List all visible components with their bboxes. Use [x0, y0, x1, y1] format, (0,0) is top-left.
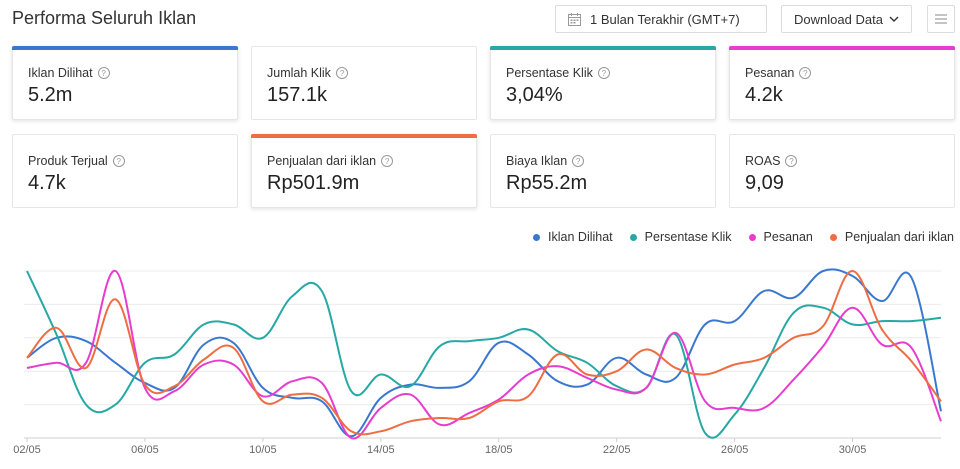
metric-card-biaya-iklan[interactable]: Biaya Iklan? Rp55.2m	[490, 134, 716, 208]
help-icon[interactable]: ?	[572, 155, 585, 167]
x-tick-label: 10/05	[249, 444, 277, 456]
download-data-label: Download Data	[794, 11, 883, 27]
help-icon[interactable]: ?	[97, 67, 110, 79]
performance-line-chart: 02/05 06/05 10/05 14/05 18/05 22/05 26/05 30/05	[13, 268, 942, 456]
x-tick-label: 14/05	[367, 444, 395, 456]
metric-value: 4.7k	[28, 172, 66, 194]
legend-dot	[748, 233, 756, 241]
metric-color-bar	[251, 134, 477, 138]
metric-card-persentase-klik[interactable]: Persentase Klik? 3,04%	[490, 46, 716, 120]
series-line-penjualan-dari-iklan	[26, 269, 942, 436]
metric-card-roas[interactable]: ROAS? 9,09	[729, 134, 955, 208]
metric-value: 9,09	[745, 172, 784, 194]
metric-value: 3,04%	[506, 84, 563, 106]
series-line-pesanan	[26, 269, 942, 440]
x-tick-label: 02/05	[13, 444, 41, 456]
metric-label: Biaya Iklan?	[506, 154, 585, 168]
metric-label: Penjualan dari iklan?	[267, 154, 394, 168]
chart-legend: Iklan Dilihat Persentase Klik Pesanan Pe…	[516, 230, 954, 244]
metric-label: Pesanan?	[745, 66, 812, 80]
metric-card-produk-terjual[interactable]: Produk Terjual? 4.7k	[12, 134, 238, 208]
metric-card-penjualan-dari-iklan[interactable]: Penjualan dari iklan? Rp501.9m	[251, 134, 477, 208]
date-range-picker[interactable]: 1 Bulan Terakhir (GMT+7)	[555, 5, 767, 33]
hamburger-icon	[935, 14, 947, 24]
menu-button[interactable]	[927, 5, 955, 33]
chart-series	[26, 268, 942, 440]
metric-value: 4.2k	[745, 84, 783, 106]
metric-value: Rp501.9m	[267, 172, 360, 194]
series-line-persentase-klik	[26, 270, 942, 439]
metric-card-jumlah-klik[interactable]: Jumlah Klik? 157.1k	[251, 46, 477, 120]
help-icon[interactable]: ?	[112, 155, 125, 167]
help-icon[interactable]: ?	[335, 67, 348, 79]
help-icon[interactable]: ?	[785, 155, 798, 167]
legend-dot	[533, 233, 541, 241]
help-icon[interactable]: ?	[381, 155, 394, 167]
help-icon[interactable]: ?	[799, 67, 812, 79]
legend-dot	[629, 233, 637, 241]
metric-card-iklan-dilihat[interactable]: Iklan Dilihat? 5.2m	[12, 46, 238, 120]
page-title: Performa Seluruh Iklan	[12, 8, 197, 28]
chart-x-axis: 02/05 06/05 10/05 14/05 18/05 22/05 26/05 30/05	[13, 438, 866, 456]
metric-value: 157.1k	[267, 84, 328, 106]
series-line-iklan-dilihat	[26, 268, 942, 438]
page-header: Performa Seluruh Iklan 1 Bulan Terakhir …	[0, 0, 960, 38]
metric-label: Persentase Klik?	[506, 66, 610, 80]
x-tick-label: 06/05	[131, 444, 159, 456]
legend-item-pesanan[interactable]: Pesanan	[748, 230, 813, 244]
metric-label: ROAS?	[745, 154, 798, 168]
x-tick-label: 26/05	[721, 444, 749, 456]
metric-card-pesanan[interactable]: Pesanan? 4.2k	[729, 46, 955, 120]
x-tick-label: 30/05	[839, 444, 867, 456]
metric-color-bar	[12, 46, 238, 50]
chevron-down-icon	[889, 16, 899, 22]
calendar-icon	[568, 12, 581, 26]
date-range-label: 1 Bulan Terakhir (GMT+7)	[590, 11, 740, 27]
metric-value: Rp55.2m	[506, 172, 588, 194]
metric-label: Jumlah Klik?	[267, 66, 348, 80]
x-tick-label: 22/05	[603, 444, 631, 456]
metric-value: 5.2m	[28, 84, 73, 106]
legend-item-iklan-dilihat[interactable]: Iklan Dilihat	[533, 230, 613, 244]
legend-item-penjualan-dari-iklan[interactable]: Penjualan dari iklan	[829, 230, 954, 244]
help-icon[interactable]: ?	[597, 67, 610, 79]
x-tick-label: 18/05	[485, 444, 513, 456]
metric-label: Iklan Dilihat?	[28, 66, 110, 80]
legend-dot	[829, 233, 837, 241]
metric-color-bar	[729, 46, 955, 50]
legend-item-persentase-klik[interactable]: Persentase Klik	[629, 230, 732, 244]
chart-gridlines	[24, 270, 941, 439]
metric-label: Produk Terjual?	[28, 154, 125, 168]
metric-color-bar	[490, 46, 716, 50]
download-data-button[interactable]: Download Data	[781, 5, 912, 33]
